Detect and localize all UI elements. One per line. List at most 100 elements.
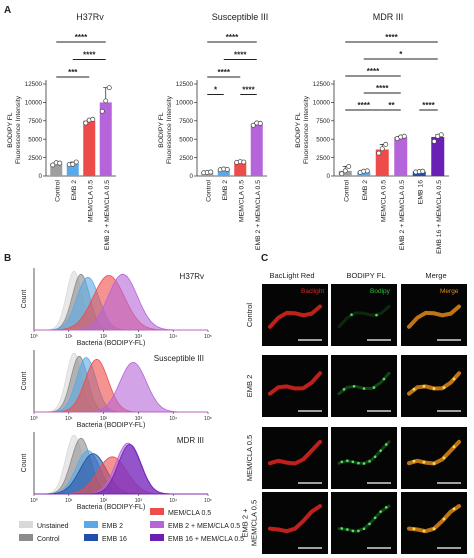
bacteria-spot: [432, 527, 436, 531]
bar-mem-cla-0-5: [375, 149, 389, 176]
row-label: EMB 2: [245, 375, 254, 398]
histogram-mdr-iii: MDR III 10⁰ 10¹ 10² 10³ 10⁴ 10⁵ Bacteria (BODIP…: [21, 432, 212, 511]
bacteria-spot: [362, 527, 366, 531]
bar-control: [338, 170, 352, 176]
histogram-legend: Unstained Control EMB 2 EMB 16 MEM/CLA 0…: [19, 508, 244, 543]
x-tick-label: Control: [54, 180, 61, 202]
y-tick-label: 7500: [316, 118, 330, 125]
y-tick-label: 5000: [179, 136, 193, 143]
bacteria-spot: [372, 386, 376, 389]
data-point: [103, 98, 109, 104]
histogram-emb-2-mem-cla-0-5: [34, 361, 208, 413]
bar-mem-cla-0-5: [234, 162, 247, 176]
significance-label: ***: [68, 68, 78, 77]
data-point: [438, 132, 444, 138]
bacteria-spot: [379, 449, 382, 452]
bacteria-spot: [432, 462, 436, 465]
bacteria-spot: [352, 384, 356, 388]
bar-emb-2-mem-cla-0-5: [250, 123, 263, 176]
y-tick-label: 12500: [313, 81, 331, 88]
histogram-title: MDR III: [177, 436, 204, 445]
y-tick-label: 10000: [25, 100, 43, 107]
legend-label-control: Control: [37, 536, 60, 543]
y-tick-label: 12500: [176, 81, 194, 88]
y-axis-label: Count: [21, 290, 28, 309]
histogram-emb-2-mem-cla-0-5: [34, 273, 208, 331]
significance-label: ****: [83, 51, 96, 60]
bacteria-spot: [373, 516, 377, 520]
bacteria-spot: [346, 459, 349, 463]
bacteria-spot: [350, 313, 353, 316]
x-axis-label: Bacteria (BODIPY-FL): [77, 422, 146, 429]
x-tick-label: 10¹: [65, 334, 73, 340]
y-tick-label: 10000: [176, 100, 194, 107]
data-point: [379, 146, 385, 152]
x-tick-label: 10¹: [65, 498, 73, 504]
significance-label: *: [214, 86, 218, 95]
bar-chart-susceptible-iii: Susceptible III 0 2500 5000 7500 10000 12500 BO…: [158, 12, 268, 250]
significance-label: ****: [376, 84, 389, 93]
data-point: [376, 150, 382, 156]
bacteria-signal: [407, 304, 461, 329]
y-axis-label: Fluorescence Intensity: [166, 95, 173, 164]
bacteria-spot: [357, 529, 360, 533]
y-tick-label: 5000: [28, 136, 42, 143]
x-tick-label: 10⁰: [30, 334, 38, 340]
microscopy-tile: [331, 355, 397, 417]
data-point: [257, 120, 263, 126]
legend-swatch-memcla: [150, 508, 164, 515]
data-point: [250, 122, 256, 128]
data-point: [224, 166, 230, 172]
data-point: [106, 85, 112, 91]
microscopy-tile: [262, 355, 328, 417]
x-tick-label: EMB 16 + MEM/CLA 0.5: [436, 180, 443, 254]
microscopy-tile: [401, 355, 467, 417]
chart-title: H37Rv: [76, 12, 104, 22]
x-tick-label: EMB 2 + MEM/CLA 0.5: [399, 180, 406, 250]
significance-label: *: [399, 50, 403, 59]
x-tick-label: 10⁵: [204, 416, 212, 422]
data-point: [420, 168, 426, 174]
microscopy-row-emb-2-mem-cla-0-5: EMB 2 + MEM/CLA 0.5: [241, 492, 467, 554]
legend-label-memcla: MEM/CLA 0.5: [168, 510, 211, 517]
bacteria-spot: [382, 377, 386, 381]
bacteria-spot: [362, 387, 366, 390]
bacteria-signal: [268, 439, 322, 466]
bacteria-spot: [442, 386, 446, 389]
x-tick-label: 10⁵: [204, 334, 212, 340]
x-tick-label: 10²: [100, 334, 108, 340]
y-tick-label: 7500: [179, 118, 193, 125]
x-axis-label: Bacteria (BODIPY-FL): [77, 340, 146, 347]
histograms: H37Rv 10⁰ 10¹ 10² 10³ 10⁴ 10⁵ Bacteria (BODIPY-…: [21, 268, 212, 511]
col-header-bodipy: BODIPY FL: [346, 271, 385, 280]
data-point: [339, 171, 345, 177]
row-label: MEM/CLA 0.5: [245, 435, 254, 481]
panel-label-b: B: [4, 253, 11, 264]
bacteria-spot: [412, 387, 416, 391]
histogram-susceptible-iii: Susceptible III 10⁰ 10¹ 10² 10³ 10⁴ 10⁵ Bacteri…: [21, 350, 212, 429]
x-tick-label: EMB 2: [222, 180, 229, 201]
y-tick-label: 7500: [28, 118, 42, 125]
panel-label-a: A: [4, 5, 11, 16]
bacteria-spot: [384, 506, 388, 509]
significance-label: ****: [75, 33, 88, 42]
legend-swatch-emb2-memcla: [150, 521, 164, 528]
x-tick-label: MEM/CLA 0.5: [87, 180, 94, 222]
significance-label: ****: [226, 33, 239, 42]
x-tick-label: 10⁵: [204, 498, 212, 504]
data-point: [383, 141, 389, 147]
panel-label-c: C: [261, 253, 268, 264]
bacteria-spot: [340, 460, 344, 464]
y-tick-label: 12500: [25, 81, 43, 88]
y-tick-label: 0: [190, 173, 194, 180]
bacteria-spot: [342, 387, 346, 391]
y-axis-label: Fluorescence Intensity: [303, 95, 310, 164]
bacteria-spot: [422, 529, 426, 533]
bacteria-spot: [362, 462, 366, 465]
bacteria-spot: [384, 443, 388, 446]
tile-channel-label: Baclight: [301, 288, 324, 295]
x-tick-label: 10³: [135, 498, 143, 504]
bar-emb-2-mem-cla-0-5: [99, 102, 112, 176]
x-tick-label: 10³: [135, 416, 143, 422]
bacteria-signal: [268, 304, 322, 329]
